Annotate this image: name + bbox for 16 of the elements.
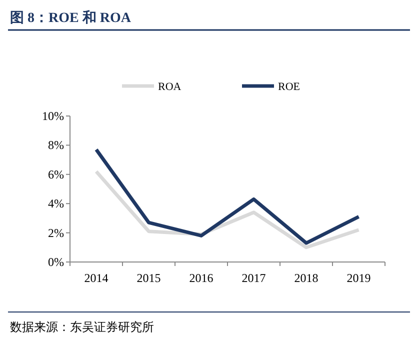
legend-label: ROA — [158, 81, 182, 93]
y-tick-label: 2% — [48, 226, 64, 240]
x-tick-label: 2014 — [84, 271, 108, 285]
y-tick-label: 4% — [48, 196, 64, 211]
title: 图 8：ROE 和 ROA — [10, 11, 131, 26]
legend-label: ROE — [278, 81, 300, 93]
x-tick-label: 2015 — [136, 271, 161, 285]
y-tick-label: 8% — [48, 138, 64, 152]
y-tick-label: 6% — [48, 167, 64, 182]
x-tick-label: 2019 — [346, 271, 371, 285]
source-note: 数据来源：东吴证券研究所 — [10, 320, 154, 334]
x-tick-label: 2018 — [294, 271, 318, 285]
y-tick-label: 10% — [42, 109, 64, 123]
x-tick-label: 2017 — [242, 271, 266, 285]
y-tick-label: 0% — [48, 255, 64, 269]
x-tick-label: 2016 — [189, 271, 214, 285]
